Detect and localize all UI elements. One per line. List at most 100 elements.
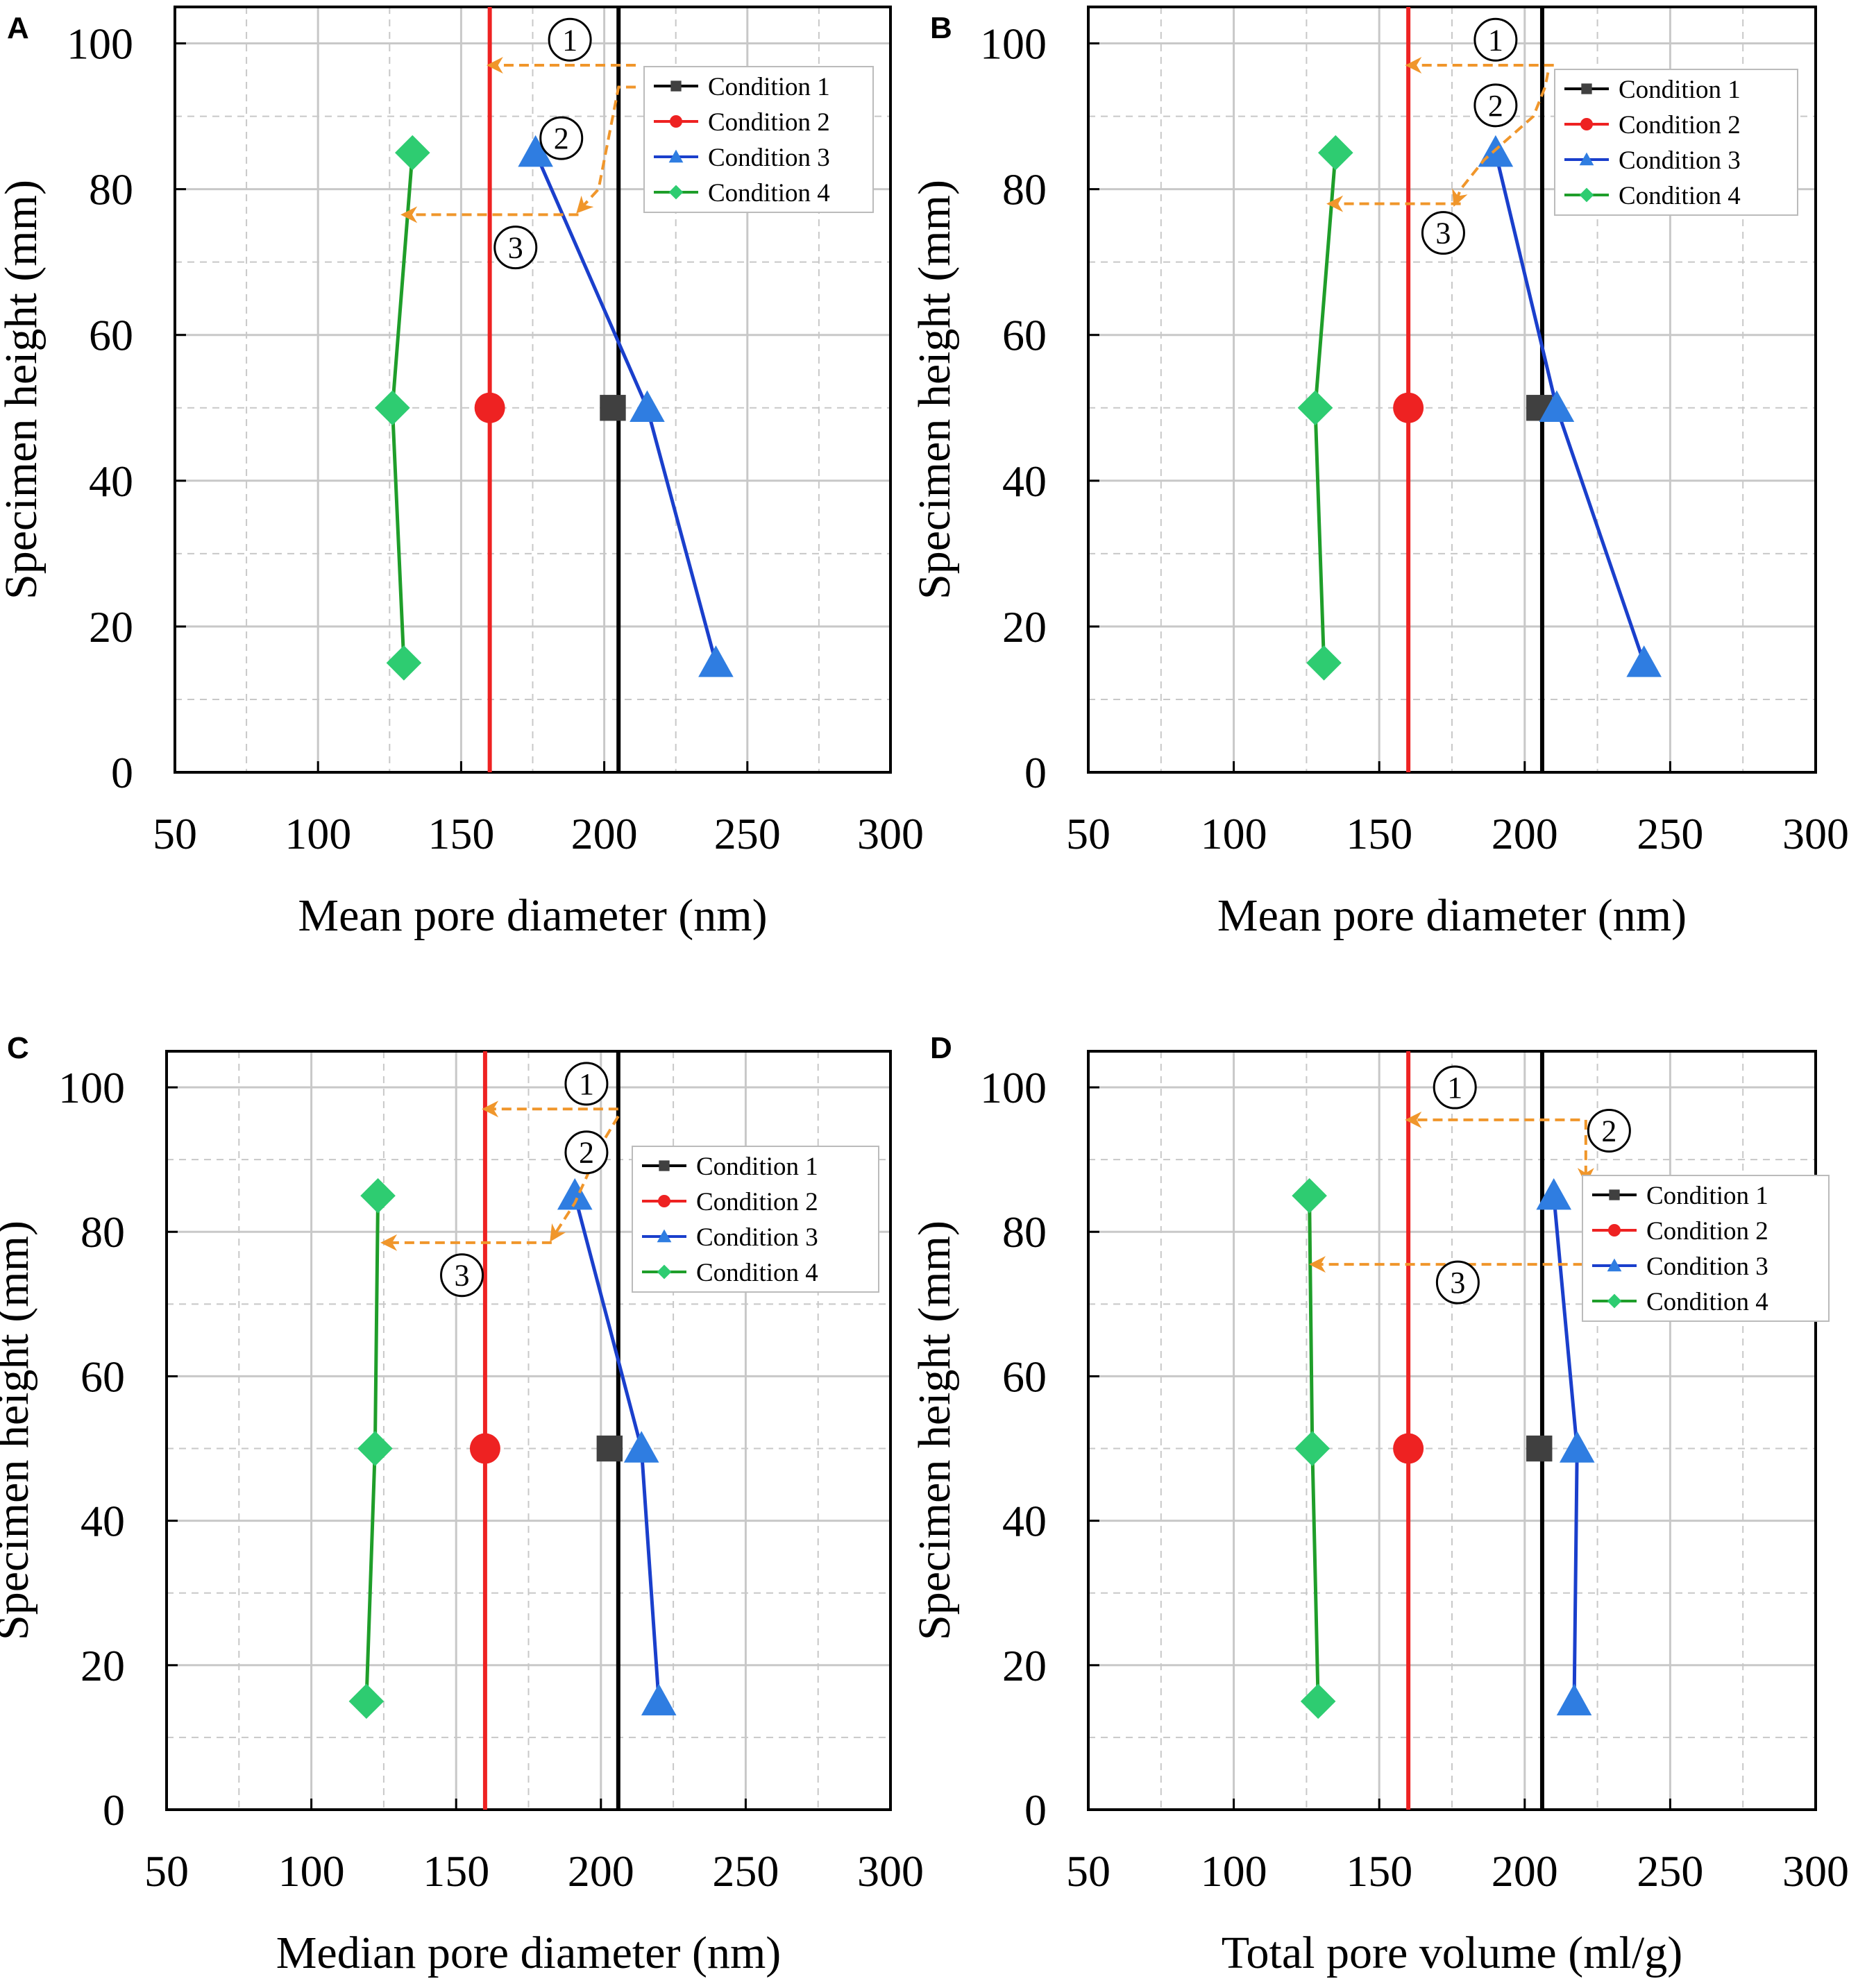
panel-b-annotation-circle-1 (1473, 17, 1518, 62)
panel-b-annotation-circle-3 (1421, 211, 1465, 255)
panel-d-condition-3-point (1536, 1178, 1572, 1210)
panel-b: B 50 100 150 200 250 300 0 20 40 60 80 100 Mean pore … (909, 6, 1849, 941)
panel-a-condition-3-point (518, 135, 553, 167)
panel-d-series (1292, 1051, 1595, 1810)
panel-c: C 50 100 150 200 250 300 0 20 40 60 80 100 Median por… (0, 1031, 924, 1978)
panel-b-condition-4-point (1306, 645, 1342, 681)
panel-b-legend-label-condition-4: Condition 4 (1619, 182, 1741, 210)
panel-b-legend-marker-condition-1 (1581, 83, 1592, 94)
panel-d-grid (1088, 1051, 1816, 1810)
panel-b-axes-frame (1087, 6, 1817, 774)
panel-a-annotation-arrow-2 (576, 85, 636, 214)
panel-d-annotation-label-3: 3 (1450, 1266, 1465, 1300)
panel-a-legend-marker-condition-2 (670, 115, 682, 128)
panel-c-condition-2-point (469, 1433, 500, 1464)
panel-a-legend-label-condition-1: Condition 1 (708, 73, 830, 101)
panel-a-condition-4-point (375, 390, 410, 426)
panel-c-legend-label-condition-2: Condition 2 (696, 1188, 818, 1216)
panel-a: A 50 100 150 200 250 300 0 20 40 60 80 100 Mean pore … (0, 6, 924, 941)
panel-c-legend-marker-condition-3 (657, 1229, 672, 1243)
panel-c-legend-box (632, 1146, 879, 1293)
panel-c-y-tick-label: 20 (81, 1641, 125, 1690)
panel-d-legend-marker-condition-4 (1607, 1293, 1622, 1309)
panel-b-condition-3-point (1626, 645, 1662, 677)
panel-c-legend-marker-condition-4 (657, 1264, 672, 1280)
panel-b-x-axis-label: Mean pore diameter (nm) (1217, 890, 1687, 941)
panel-b-annotation-label-2: 2 (1488, 89, 1503, 123)
panel-d-y-tick-label: 60 (1002, 1352, 1047, 1401)
panel-a-series (375, 7, 734, 772)
panel-b-legend-label-condition-1: Condition 1 (1619, 76, 1741, 104)
panel-a-annotation-label-3: 3 (508, 231, 523, 265)
panel-d-legend-marker-condition-1 (1609, 1189, 1620, 1200)
panel-c-x-tick-label: 150 (423, 1846, 489, 1896)
panel-b-condition-3-point (1539, 390, 1575, 423)
panel-c-condition-4-point (348, 1683, 385, 1719)
panel-a-legend-marker-condition-4 (668, 185, 684, 200)
panel-c-condition-3-point (641, 1683, 677, 1716)
panel-b-legend-marker-condition-3 (1579, 152, 1594, 166)
panel-a-x-axis-label: Mean pore diameter (nm) (298, 890, 767, 941)
panel-a-legend-label-condition-4: Condition 4 (708, 179, 830, 207)
panel-a-annotation-circle-2 (539, 116, 584, 160)
panel-d: D 50 100 150 200 250 300 0 20 40 60 80 100 Total pore… (909, 1031, 1849, 1978)
panel-a-y-tick-label: 60 (89, 311, 133, 360)
panel-b-x-tick-label: 150 (1346, 809, 1412, 858)
panel-c-y-tick-label: 80 (81, 1207, 125, 1257)
panel-a-axes-frame (174, 6, 892, 774)
panel-d-annotation-circle-1 (1433, 1065, 1477, 1110)
panel-d-annotation-circle-2 (1587, 1109, 1631, 1153)
panel-a-condition-3-point (630, 390, 665, 423)
panel-d-legend-label-condition-1: Condition 1 (1646, 1182, 1768, 1210)
panel-c-x-tick-label: 200 (568, 1846, 634, 1896)
panel-c-legend-label-condition-1: Condition 1 (696, 1153, 818, 1181)
panel-b-y-tick-label: 100 (980, 19, 1047, 69)
panel-b-y-tick-label: 80 (1002, 165, 1047, 214)
panel-c-legend-marker-condition-1 (659, 1160, 670, 1171)
panel-a-annotation-circle-1 (548, 17, 592, 62)
panel-a-x-tick-label: 100 (285, 809, 351, 858)
panel-b-annotation-label-3: 3 (1435, 216, 1451, 250)
panel-c-condition-1-point (596, 1435, 623, 1462)
panel-c-annotation-label-1: 1 (579, 1067, 594, 1101)
panel-a-condition-4-point (386, 645, 422, 681)
panel-d-annotation-circle-3 (1435, 1260, 1480, 1305)
panel-a-y-axis-label: Specimen height (mm) (0, 180, 47, 600)
panel-b-x-tick-label: 300 (1782, 809, 1849, 858)
panel-a-y-tick-label: 100 (67, 19, 133, 69)
panel-b-legend-marker-condition-4 (1579, 187, 1594, 203)
panel-a-legend-box (643, 66, 874, 213)
panel-b-legend-marker-condition-2 (1580, 118, 1593, 130)
panel-c-y-tick-label: 100 (58, 1063, 125, 1112)
panel-a-x-tick-label: 150 (428, 809, 494, 858)
panel-a-x-tick-label: 300 (857, 809, 924, 858)
panel-b-x-tick-label: 100 (1201, 809, 1267, 858)
panel-b-y-axis-label: Specimen height (mm) (909, 180, 960, 600)
panel-d-x-tick-label: 100 (1201, 1846, 1267, 1896)
panel-c-condition-4-point (357, 1431, 393, 1466)
panel-a-y-tick-label: 40 (89, 457, 133, 506)
panel-c-y-tick-label: 0 (103, 1785, 125, 1835)
panel-d-condition-4-point (1294, 1431, 1331, 1466)
panel-b-legend-box (1554, 69, 1798, 216)
panel-c-x-axis-label: Median pore diameter (nm) (276, 1928, 782, 1978)
panel-d-axes-frame (1087, 1050, 1817, 1811)
panel-a-annotation-label-2: 2 (554, 121, 569, 155)
panel-c-y-tick-label: 60 (81, 1352, 125, 1401)
panel-b-annotation-circle-2 (1473, 83, 1518, 128)
panel-a-y-tick-label: 80 (89, 165, 133, 214)
panel-a-legend-marker-condition-1 (670, 80, 682, 92)
panel-a-letter: A (7, 11, 29, 45)
panel-c-axes-frame (165, 1050, 892, 1811)
panel-d-x-tick-label: 200 (1492, 1846, 1558, 1896)
panel-d-x-tick-label: 50 (1066, 1846, 1110, 1896)
panel-d-y-tick-label: 20 (1002, 1641, 1047, 1690)
panel-a-legend-marker-condition-3 (668, 149, 684, 163)
panel-c-x-tick-label: 300 (857, 1846, 924, 1896)
panel-a-legend: Condition 1 Condition 2 Condition 3 Conditi… (643, 66, 874, 213)
panel-d-condition-4-point (1292, 1178, 1327, 1214)
panel-b-legend: Condition 1 Condition 2 Condition 3 Conditi… (1554, 69, 1798, 216)
panel-c-x-tick-label: 100 (278, 1846, 345, 1896)
panel-b-legend-label-condition-3: Condition 3 (1619, 146, 1741, 175)
